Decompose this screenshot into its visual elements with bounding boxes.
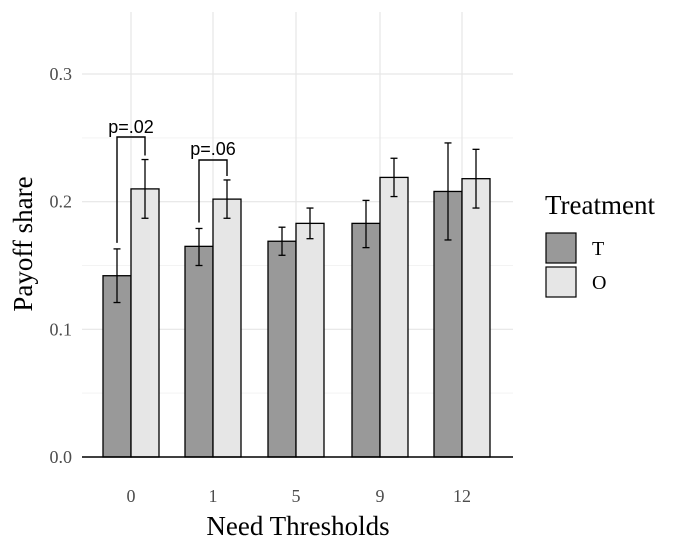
annotations: p=.02 p=.06 [108, 117, 236, 243]
legend-label-T: T [592, 238, 604, 260]
bar-T-9 [351, 222, 381, 458]
bar-O-12 [461, 178, 491, 458]
significance-label: p=.06 [190, 139, 236, 159]
legend-key-T [545, 232, 577, 264]
legend-label-O: O [592, 272, 606, 294]
bar-O-1 [212, 198, 242, 458]
bar-O-9 [379, 176, 409, 458]
x-tick-label: 12 [453, 486, 471, 506]
legend-key-O [545, 266, 577, 298]
bars [102, 176, 491, 458]
bar-T-0 [102, 275, 132, 458]
x-tick-label: 9 [376, 486, 385, 506]
y-axis-label: Payoff share [8, 176, 38, 311]
bar-O-5 [295, 222, 325, 458]
legend-items: TO [545, 232, 606, 298]
legend: Treatment TO [545, 190, 655, 298]
y-tick-label: 0.2 [50, 192, 73, 212]
x-tick-label: 1 [209, 486, 218, 506]
bar-T-5 [267, 240, 297, 458]
error-bars [113, 142, 480, 304]
y-tick-labels: 0.0 0.1 0.2 0.3 [50, 64, 73, 467]
significance-bracket [116, 136, 146, 243]
y-tick-label: 0.0 [50, 447, 73, 467]
y-tick-label: 0.1 [50, 319, 73, 339]
x-tick-label: 0 [127, 486, 136, 506]
x-tick-labels: 0 1 5 9 12 [127, 486, 472, 506]
legend-title: Treatment [545, 190, 655, 220]
significance-bracket [198, 159, 228, 223]
y-tick-label: 0.3 [50, 64, 73, 84]
significance-label: p=.02 [108, 117, 154, 137]
x-axis-label: Need Thresholds [206, 511, 389, 541]
x-tick-label: 5 [292, 486, 301, 506]
bar-O-0 [130, 188, 160, 458]
bar-T-1 [184, 245, 214, 458]
